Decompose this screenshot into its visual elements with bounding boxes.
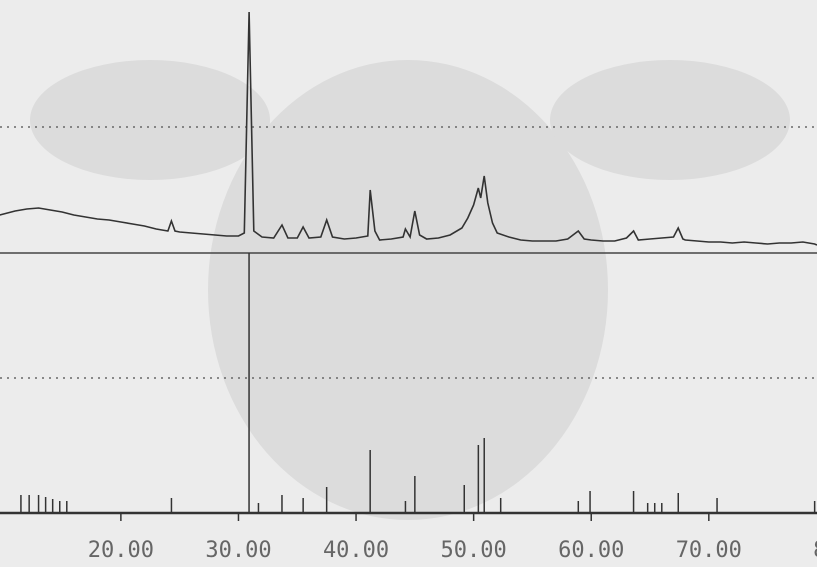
x-tick-label: 80 <box>813 538 817 563</box>
x-tick-label: 40.00 <box>323 538 389 563</box>
x-tick-label: 60.00 <box>558 538 624 563</box>
watermark <box>30 60 790 520</box>
x-tick-label: 70.00 <box>676 538 742 563</box>
x-tick-label: 50.00 <box>441 538 507 563</box>
x-tick-label: 30.00 <box>205 538 271 563</box>
chart: 20.00 30.00 40.00 50.00 60.00 70.00 80 <box>0 0 817 567</box>
page: {"chart_data": [ {"type": "line", "color… <box>0 0 817 567</box>
x-tick-label: 20.00 <box>88 538 154 563</box>
